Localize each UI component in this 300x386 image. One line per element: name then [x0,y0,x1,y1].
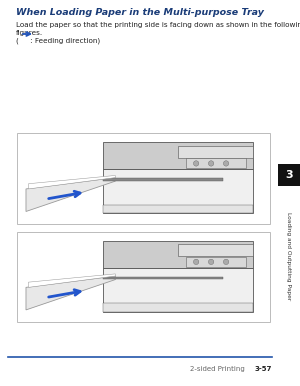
Polygon shape [103,303,253,312]
Circle shape [224,161,229,166]
Text: 3: 3 [285,170,293,180]
Polygon shape [28,274,115,287]
Circle shape [194,161,199,166]
Polygon shape [178,244,253,256]
Polygon shape [26,276,115,310]
Polygon shape [186,257,245,267]
Circle shape [224,259,229,264]
Polygon shape [103,169,253,213]
Polygon shape [103,240,253,267]
Circle shape [208,161,214,166]
Text: When Loading Paper in the Multi-purpose Tray: When Loading Paper in the Multi-purpose … [16,8,264,17]
Bar [16,133,270,224]
Text: Loading and Outputting Paper: Loading and Outputting Paper [286,212,292,300]
Bar [278,164,300,186]
Text: 3-57: 3-57 [255,366,272,372]
Bar [103,178,223,181]
Text: 2-sided Printing: 2-sided Printing [190,366,245,372]
Polygon shape [103,142,253,169]
Polygon shape [186,159,245,168]
Polygon shape [26,178,115,212]
Circle shape [208,259,214,264]
Polygon shape [103,267,253,312]
Text: (     : Feeding direction): ( : Feeding direction) [16,38,100,44]
Circle shape [194,259,199,264]
Polygon shape [103,205,253,213]
Polygon shape [28,176,115,189]
Bar [103,277,223,279]
Polygon shape [178,146,253,158]
Bar [16,232,270,322]
Text: Load the paper so that the printing side is facing down as shown in the followin: Load the paper so that the printing side… [16,22,300,37]
